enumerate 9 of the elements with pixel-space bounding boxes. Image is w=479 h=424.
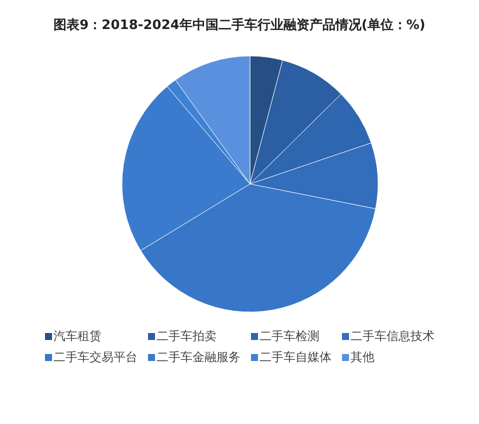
legend-label: 汽车租赁 xyxy=(54,328,102,345)
legend-label: 二手车自媒体 xyxy=(260,349,332,366)
legend-label: 二手车交易平台 xyxy=(54,349,138,366)
legend-label: 其他 xyxy=(350,349,374,366)
chart-title: 图表9：2018-2024年中国二手车行业融资产品情况(单位：%) xyxy=(54,16,426,34)
legend-label: 二手车金融服务 xyxy=(156,349,240,366)
legend-label: 二手车检测 xyxy=(260,328,320,345)
legend-label: 二手车信息技术 xyxy=(350,328,434,345)
legend-label: 二手车拍卖 xyxy=(156,328,216,345)
